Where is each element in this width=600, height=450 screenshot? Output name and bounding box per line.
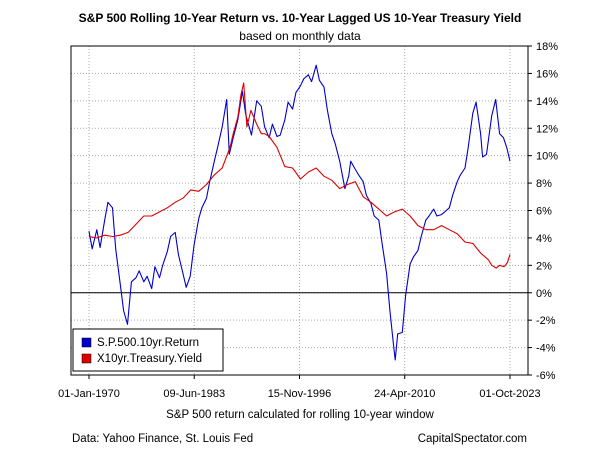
legend-box bbox=[72, 328, 224, 372]
y-tick-label: 14% bbox=[536, 96, 558, 108]
y-tick-label: 8% bbox=[536, 178, 552, 190]
y-tick-label: 0% bbox=[536, 288, 552, 300]
series-line-treasury-yield bbox=[88, 82, 511, 269]
x-tick-label: 24-Apr-2010 bbox=[374, 388, 435, 400]
y-tick-label: 4% bbox=[536, 233, 552, 245]
chart-title: S&P 500 Rolling 10-Year Return vs. 10-Ye… bbox=[79, 11, 522, 25]
y-tick-label: -2% bbox=[536, 315, 556, 327]
y-tick-label: 10% bbox=[536, 151, 558, 163]
legend-label-treasury: X10yr.Treasury.Yield bbox=[97, 353, 202, 365]
footer-brand: CapitalSpectator.com bbox=[418, 433, 527, 445]
y-axis: -6% -4% -2% 0% 2% 4% 6% 8% 10% 12% 14% 16% 18% bbox=[528, 41, 558, 382]
grid-lines bbox=[71, 45, 528, 376]
legend-label-sp500: S.P.500.10yr.Return bbox=[97, 337, 199, 349]
y-tick-label: -6% bbox=[536, 370, 556, 382]
x-tick-label: 01-Oct-2023 bbox=[479, 388, 540, 400]
series-line-sp500-return bbox=[88, 64, 511, 361]
footer-source: Data: Yahoo Finance, St. Louis Fed bbox=[72, 433, 253, 445]
y-tick-label: 18% bbox=[536, 41, 558, 53]
y-tick-label: 2% bbox=[536, 260, 552, 272]
legend-swatch-sp500 bbox=[81, 337, 92, 348]
x-tick-label: 15-Nov-1996 bbox=[268, 388, 332, 400]
y-tick-label: 16% bbox=[536, 68, 558, 80]
legend: S.P.500.10yr.Return X10yr.Treasury.Yield bbox=[72, 328, 224, 372]
x-tick-label: 01-Jan-1970 bbox=[58, 388, 120, 400]
y-tick-label: 12% bbox=[536, 123, 558, 135]
x-axis-label: S&P 500 return calculated for rolling 10… bbox=[166, 409, 434, 421]
y-tick-label: -4% bbox=[536, 343, 556, 355]
x-axis: 01-Jan-1970 09-Jun-1983 15-Nov-1996 24-Apr-… bbox=[58, 375, 541, 400]
x-tick-label: 09-Jun-1983 bbox=[163, 388, 225, 400]
chart-subtitle: based on monthly data bbox=[239, 29, 361, 43]
series-group bbox=[88, 64, 511, 361]
y-tick-label: 6% bbox=[536, 206, 552, 218]
legend-swatch-treasury bbox=[81, 353, 92, 364]
